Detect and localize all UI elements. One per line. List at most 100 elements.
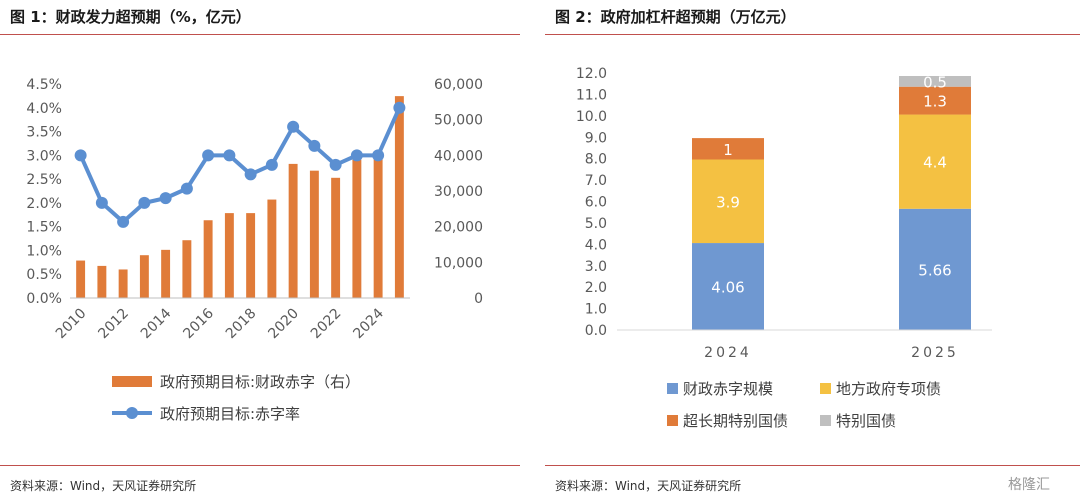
stacked-segment	[899, 75, 971, 87]
legend-label-rate: 政府预期目标:赤字率	[160, 405, 300, 423]
legend-swatch-rate-marker	[126, 407, 138, 419]
deficit-bar	[203, 220, 213, 298]
x-axis-tick-label: 2010	[53, 306, 90, 343]
deficit-bar	[118, 269, 128, 298]
y-axis-tick-label: 9.0	[585, 130, 607, 146]
legend-label-deficit: 政府预期目标:财政赤字（右）	[160, 373, 360, 391]
legend-label: 财政赤字规模	[683, 380, 773, 398]
watermark-logo: 格隆汇	[1008, 477, 1050, 493]
deficit-rate-point	[244, 168, 257, 181]
deficit-bar	[352, 159, 362, 298]
left-axis-tick-label: 3.5%	[26, 125, 62, 141]
legend-label: 特别国债	[836, 412, 896, 430]
deficit-rate-point	[74, 149, 87, 162]
left-axis-tick-label: 1.0%	[26, 243, 62, 259]
x-axis-tick-label: 2020	[265, 306, 302, 343]
deficit-rate-point	[372, 149, 385, 162]
stacked-segment	[692, 159, 764, 244]
stacked-segment	[899, 114, 971, 209]
segment-value-label: 1	[723, 141, 733, 159]
deficit-rate-point	[138, 196, 151, 209]
y-axis-tick-label: 8.0	[585, 152, 607, 168]
deficit-bar	[97, 265, 107, 298]
left-axis-tick-label: 0.0%	[26, 291, 62, 307]
y-axis-tick-label: 7.0	[585, 173, 607, 189]
deficit-rate-point	[223, 149, 236, 162]
segment-value-label: 3.9	[716, 193, 740, 211]
left-axis-tick-label: 2.0%	[26, 196, 62, 212]
x-axis-category-label: 2024	[704, 345, 752, 361]
legend-swatch	[820, 383, 831, 394]
left-axis-tick-label: 4.5%	[26, 77, 62, 93]
left-axis-tick-label: 1.5%	[26, 220, 62, 236]
y-axis-tick-label: 11.0	[576, 87, 607, 103]
deficit-rate-point	[95, 196, 108, 209]
deficit-rate-point	[117, 215, 130, 228]
y-axis-tick-label: 12.0	[576, 66, 607, 82]
deficit-bar	[394, 96, 404, 298]
deficit-chart: 0.0% 0.5% 1.0% 1.5% 2.0% 2.5% 3.0% 3.5% 4.0% 4.5%…	[26, 77, 483, 423]
left-axis-tick-label: 2.5%	[26, 172, 62, 188]
y-axis-tick-label: 6.0	[585, 195, 607, 211]
stacked-segment	[899, 86, 971, 115]
y-axis-tick-label: 0.0	[585, 323, 607, 339]
segment-value-label: 1.3	[923, 93, 947, 111]
figure-2-title: 图 2：政府加杠杆超预期（万亿元）	[555, 8, 796, 26]
stacked-segment	[692, 138, 764, 160]
deficit-bar	[373, 153, 383, 298]
deficit-rate-line	[78, 106, 402, 224]
segment-value-label: 0.5	[923, 73, 947, 91]
left-axis-tick-label: 0.5%	[26, 267, 62, 283]
legend-swatch	[667, 415, 678, 426]
left-axis-tick-label: 3.0%	[26, 148, 62, 164]
y-axis-tick-label: 2.0	[585, 280, 607, 296]
deficit-bar	[267, 199, 277, 298]
left-axis-tick-label: 4.0%	[26, 101, 62, 117]
legend-label: 超长期特别国债	[683, 412, 788, 430]
figure-1-top-rule	[0, 34, 520, 35]
deficit-rate-point	[202, 149, 215, 162]
right-axis-tick-label: 30,000	[434, 184, 483, 200]
segment-value-label: 4.4	[923, 154, 947, 172]
figure-2-source: 资料来源：Wind，天风证券研究所	[555, 479, 742, 493]
deficit-bar	[76, 260, 86, 298]
deficit-rate-point	[265, 158, 278, 171]
deficit-bar	[182, 240, 192, 298]
figure-2-bottom-rule	[545, 465, 1080, 466]
y-axis-tick-label: 5.0	[585, 216, 607, 232]
deficit-bar	[309, 170, 319, 298]
x-axis-tick-label: 2018	[223, 306, 260, 343]
figure-2-panel: 图 2：政府加杠杆超预期（万亿元） 0.0 1.0 2.0 3.0 4.0 5.0 6.0 7…	[545, 0, 1080, 499]
deficit-bar	[288, 163, 298, 298]
right-axis-tick-label: 0	[474, 291, 483, 307]
figure-1-panel: 图 1：财政发力超预期（%，亿元） 0.0% 0.5% 1.0% 1.5% 2.0% 2.…	[0, 0, 520, 499]
deficit-rate-point	[350, 149, 363, 162]
x-axis-tick-label: 2012	[95, 306, 132, 343]
y-axis-tick-label: 4.0	[585, 237, 607, 253]
deficit-rate-point	[180, 182, 193, 195]
right-axis-tick-label: 20,000	[434, 220, 483, 236]
stacked-segment	[899, 208, 971, 330]
deficit-bar	[331, 177, 341, 298]
deficit-rate-point	[159, 192, 172, 205]
right-axis-tick-label: 40,000	[434, 148, 483, 164]
legend-swatch-deficit	[112, 376, 152, 387]
deficit-bar	[224, 213, 234, 298]
deficit-bar	[246, 213, 256, 298]
deficit-bar	[161, 249, 171, 298]
deficit-rate-point	[329, 158, 342, 171]
x-axis-tick-label: 2024	[350, 305, 387, 342]
leverage-chart: 0.01.02.03.04.05.06.07.08.09.010.011.012…	[576, 66, 992, 430]
deficit-bar	[139, 255, 149, 298]
stacked-segment	[692, 243, 764, 330]
right-axis-tick-label: 60,000	[434, 77, 483, 93]
deficit-rate-point	[287, 120, 300, 133]
x-axis-category-label: 2025	[911, 345, 959, 361]
legend-label: 地方政府专项债	[836, 380, 941, 398]
x-axis-tick-label: 2016	[180, 305, 217, 342]
deficit-rate-point	[393, 101, 406, 114]
x-axis-tick-label: 2014	[138, 305, 175, 342]
right-axis-tick-label: 10,000	[434, 255, 483, 271]
figure-1-bottom-rule	[0, 465, 520, 466]
right-axis-tick-label: 50,000	[434, 113, 483, 129]
